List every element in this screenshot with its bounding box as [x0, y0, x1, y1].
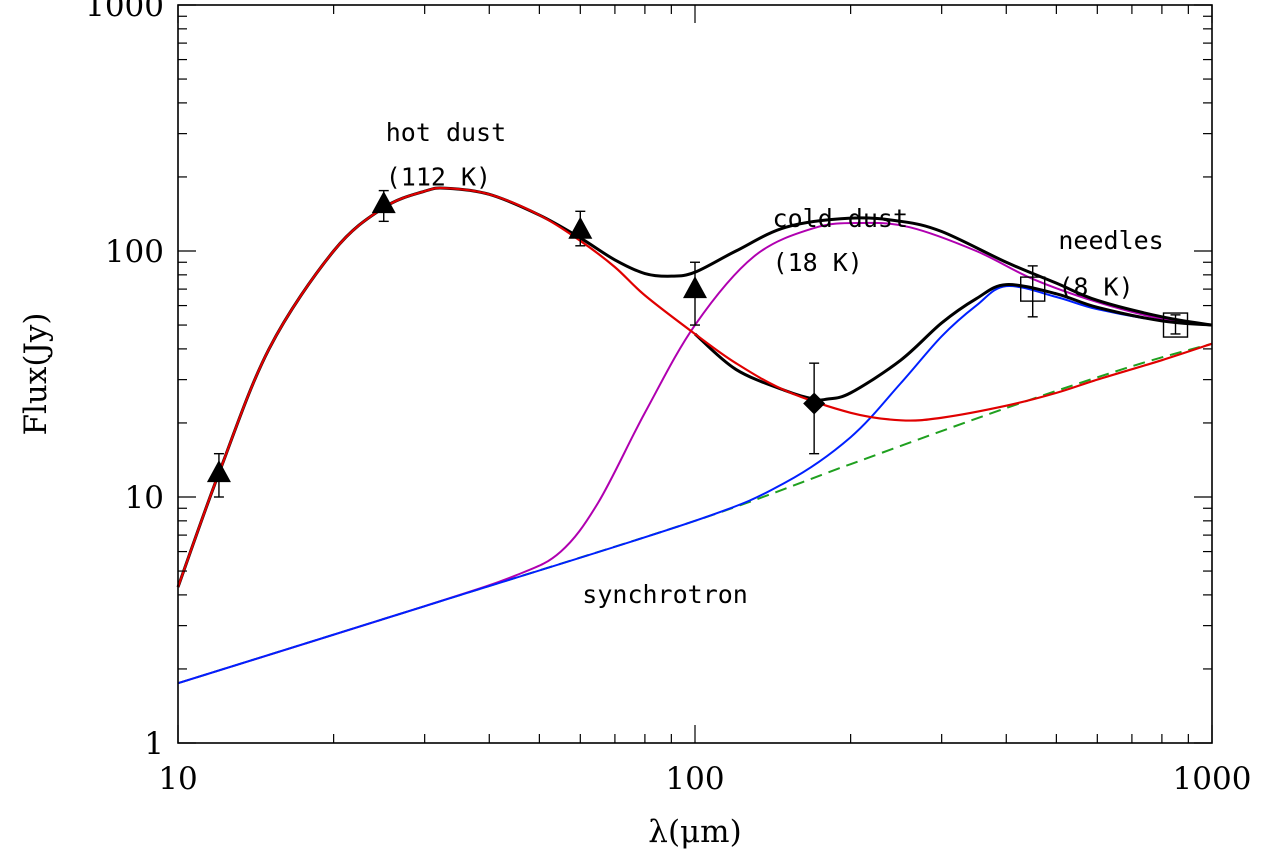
annotation-6: synchrotron: [582, 580, 748, 609]
annotation-4: needles: [1058, 226, 1163, 255]
series-line-3: [176, 186, 1213, 588]
series-line-0: [177, 342, 1213, 685]
annotation-5: (8 K): [1058, 272, 1133, 301]
x-tick-label-1: 100: [665, 761, 724, 797]
data-point-triangle-2: [568, 216, 593, 239]
y-tick-label-2: 100: [105, 234, 164, 270]
x-axis-title: λ(μm): [648, 814, 741, 850]
annotation-1: (112 K): [386, 162, 491, 191]
plot-frame: [177, 4, 1213, 744]
plot-content: [176, 186, 1213, 685]
annotation-0: hot dust: [386, 118, 506, 147]
y-tick-label-3: 1000: [85, 0, 164, 24]
x-tick-label-0: 10: [158, 761, 197, 797]
x-tick-label-2: 1000: [1173, 761, 1252, 797]
data-point-triangle-1: [371, 191, 396, 214]
y-axis-title: Flux(Jy): [18, 312, 54, 435]
series-line-1: [177, 221, 1213, 685]
series-line-5: [176, 186, 1213, 588]
y-tick-label-1: 10: [125, 480, 164, 516]
data-point-square-6: [1162, 312, 1189, 338]
annotation-2: cold dust: [773, 204, 908, 233]
y-tick-label-0: 1: [144, 726, 164, 762]
series-line-4: [694, 283, 1213, 402]
series-line-2: [177, 285, 1213, 685]
data-point-diamond-4: [803, 392, 826, 415]
data-point-triangle-3: [683, 276, 707, 299]
data-point-square-5: [1020, 276, 1046, 302]
annotations: hot dust (112 K) cold dust (18 K) needles (8 …: [386, 118, 1164, 609]
axis-ticks: [177, 4, 1213, 744]
data-point-triangle-0: [206, 460, 231, 483]
annotation-3: (18 K): [773, 248, 863, 277]
